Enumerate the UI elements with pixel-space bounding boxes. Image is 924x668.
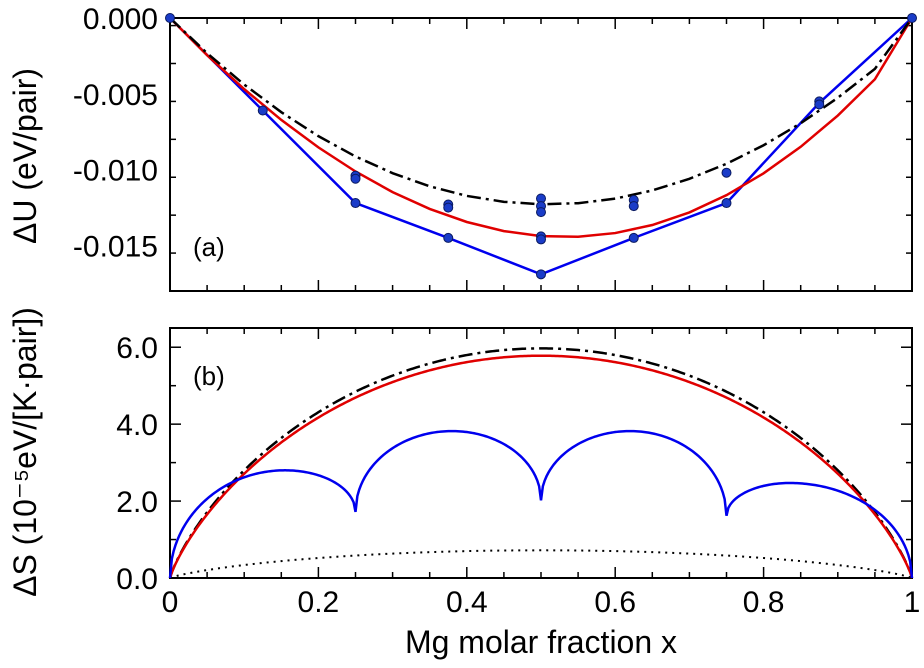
- y-tick-label: 0.000: [83, 3, 158, 36]
- data-point: [628, 232, 639, 243]
- data-point: [443, 202, 454, 213]
- panel-a-ticks: [169, 18, 913, 292]
- data-point: [721, 167, 732, 178]
- y-tick-label: -0.010: [73, 155, 158, 188]
- data-point: [907, 13, 917, 23]
- y-tick-label: 0.0: [116, 563, 158, 596]
- series-black-dotted: [169, 549, 913, 579]
- data-point: [628, 201, 639, 212]
- panel-b-series: [168, 347, 914, 579]
- panel-b: 0.0 2.0 4.0 6.0 0 0.2 0.4 0.6 0.8 1 (b) ΔS (10⁻⁵…: [7, 307, 920, 660]
- data-point: [350, 173, 361, 184]
- panel-b-frame: [169, 327, 913, 579]
- panel-a-label: (a): [193, 232, 225, 262]
- panel-b-ylabel: ΔS (10⁻⁵eV/[K·pair]): [7, 307, 43, 597]
- series-black-dashdot: [169, 17, 914, 206]
- data-point: [257, 105, 268, 116]
- panel-b-ytick-labels: 0.0 2.0 4.0 6.0: [116, 332, 158, 596]
- data-point: [536, 234, 546, 245]
- y-tick-label: 4.0: [116, 409, 158, 442]
- data-point: [536, 269, 546, 280]
- x-tick-label: 0.4: [446, 586, 488, 619]
- y-tick-label: -0.015: [73, 231, 158, 264]
- panel-a-ylabel: ΔU (eV/pair): [7, 68, 43, 244]
- panel-a-ytick-labels: 0.000 -0.005 -0.010 -0.015: [73, 3, 158, 264]
- x-tick-label: 0.6: [594, 586, 636, 619]
- data-point: [443, 232, 454, 243]
- panel-b-ticks: [169, 328, 913, 579]
- panel-b-xtick-labels: 0 0.2 0.4 0.6 0.8 1: [162, 586, 921, 619]
- data-point: [721, 198, 732, 209]
- x-tick-label: 0: [162, 586, 179, 619]
- panel-a-frame: [169, 17, 913, 292]
- y-tick-label: 6.0: [116, 332, 158, 365]
- series-black-dashdot: [168, 347, 914, 579]
- x-tick-label: 1: [904, 586, 921, 619]
- data-point: [350, 198, 361, 209]
- series-blue-piecewise: [168, 429, 914, 579]
- panel-b-label: (b): [193, 361, 225, 391]
- x-tick-label: 0.8: [743, 586, 785, 619]
- panel-a: 0.000 -0.005 -0.010 -0.015 (a) ΔU (eV/pair): [7, 3, 917, 292]
- series-red-fit: [168, 354, 914, 579]
- panel-b-xlabel: Mg molar fraction x: [405, 624, 677, 660]
- panel-a-points: [165, 13, 917, 280]
- data-point: [814, 99, 825, 110]
- x-tick-label: 0.2: [298, 586, 340, 619]
- y-tick-label: 2.0: [116, 486, 158, 519]
- data-point: [536, 207, 546, 218]
- data-point: [165, 13, 175, 23]
- y-tick-label: -0.005: [73, 79, 158, 112]
